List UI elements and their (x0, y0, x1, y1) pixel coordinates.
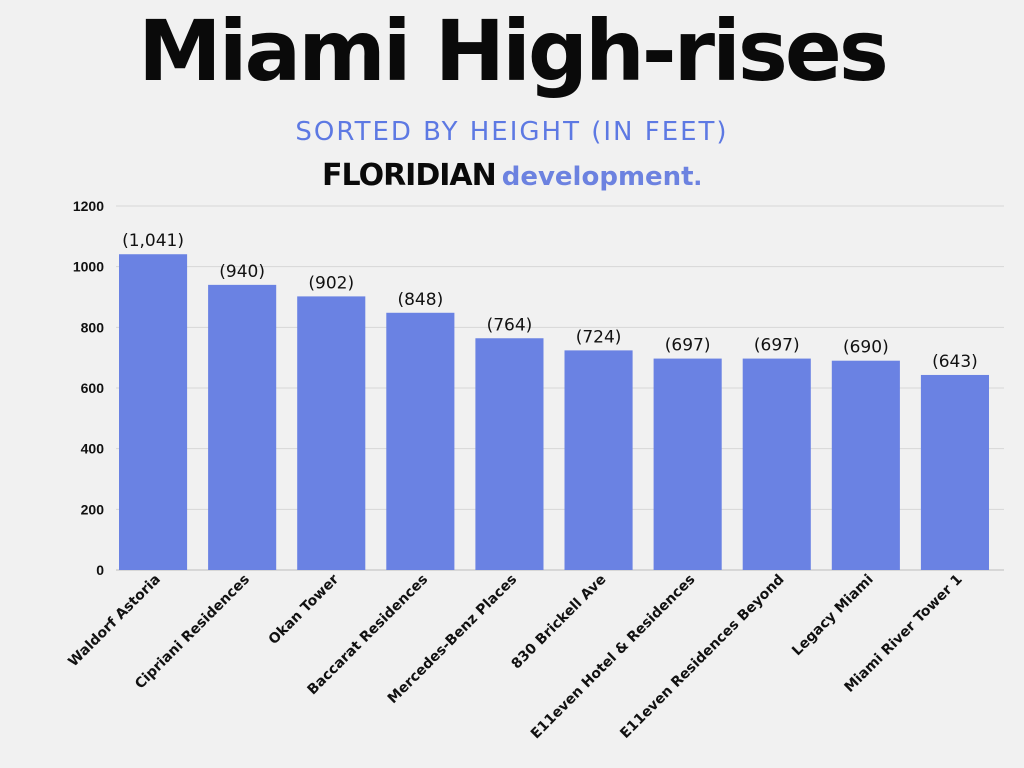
y-tick-label: 200 (81, 501, 105, 517)
bar (742, 358, 811, 570)
bar (297, 296, 366, 570)
brand-logo: FLORIDIAN development. (0, 158, 1024, 193)
y-tick-label: 1200 (73, 198, 104, 214)
data-label: (724) (576, 327, 622, 347)
bar (920, 374, 989, 570)
data-label: (940) (219, 262, 265, 282)
brand-dot: . (693, 159, 702, 192)
data-label: (697) (665, 336, 711, 356)
x-tick-label: Okan Tower (266, 571, 343, 648)
x-tick-label: E11even Residences Beyond (617, 572, 787, 742)
data-label: (1,041) (122, 231, 184, 251)
y-tick-label: 400 (81, 441, 105, 457)
y-tick-label: 1000 (73, 259, 104, 275)
x-tick-label: 830 Brickell Ave (509, 572, 610, 673)
data-label: (764) (487, 315, 533, 335)
data-label: (697) (754, 336, 800, 356)
bar (564, 350, 633, 570)
brand-name-light: development (501, 162, 694, 192)
bar (208, 284, 277, 570)
bar (386, 312, 455, 570)
data-label: (643) (932, 352, 978, 372)
page-subtitle: SORTED BY HEIGHT (IN FEET) (295, 117, 729, 147)
bar (831, 360, 900, 570)
y-tick-label: 600 (81, 380, 105, 396)
y-tick-label: 0 (96, 562, 104, 578)
data-label: (690) (843, 338, 889, 358)
brand-name-strong: FLORIDIAN (322, 158, 497, 193)
bar (653, 358, 722, 570)
x-tick-label: Waldorf Astoria (65, 572, 164, 671)
bar (475, 338, 544, 570)
page-title: Miami High-rises (138, 2, 889, 100)
x-tick-label: Legacy Miami (789, 572, 877, 660)
bar (119, 254, 188, 571)
x-tick-label: E11even Hotel & Residences (528, 572, 699, 743)
y-tick-label: 800 (81, 319, 105, 335)
data-label: (902) (308, 273, 354, 293)
data-label: (848) (397, 290, 443, 310)
